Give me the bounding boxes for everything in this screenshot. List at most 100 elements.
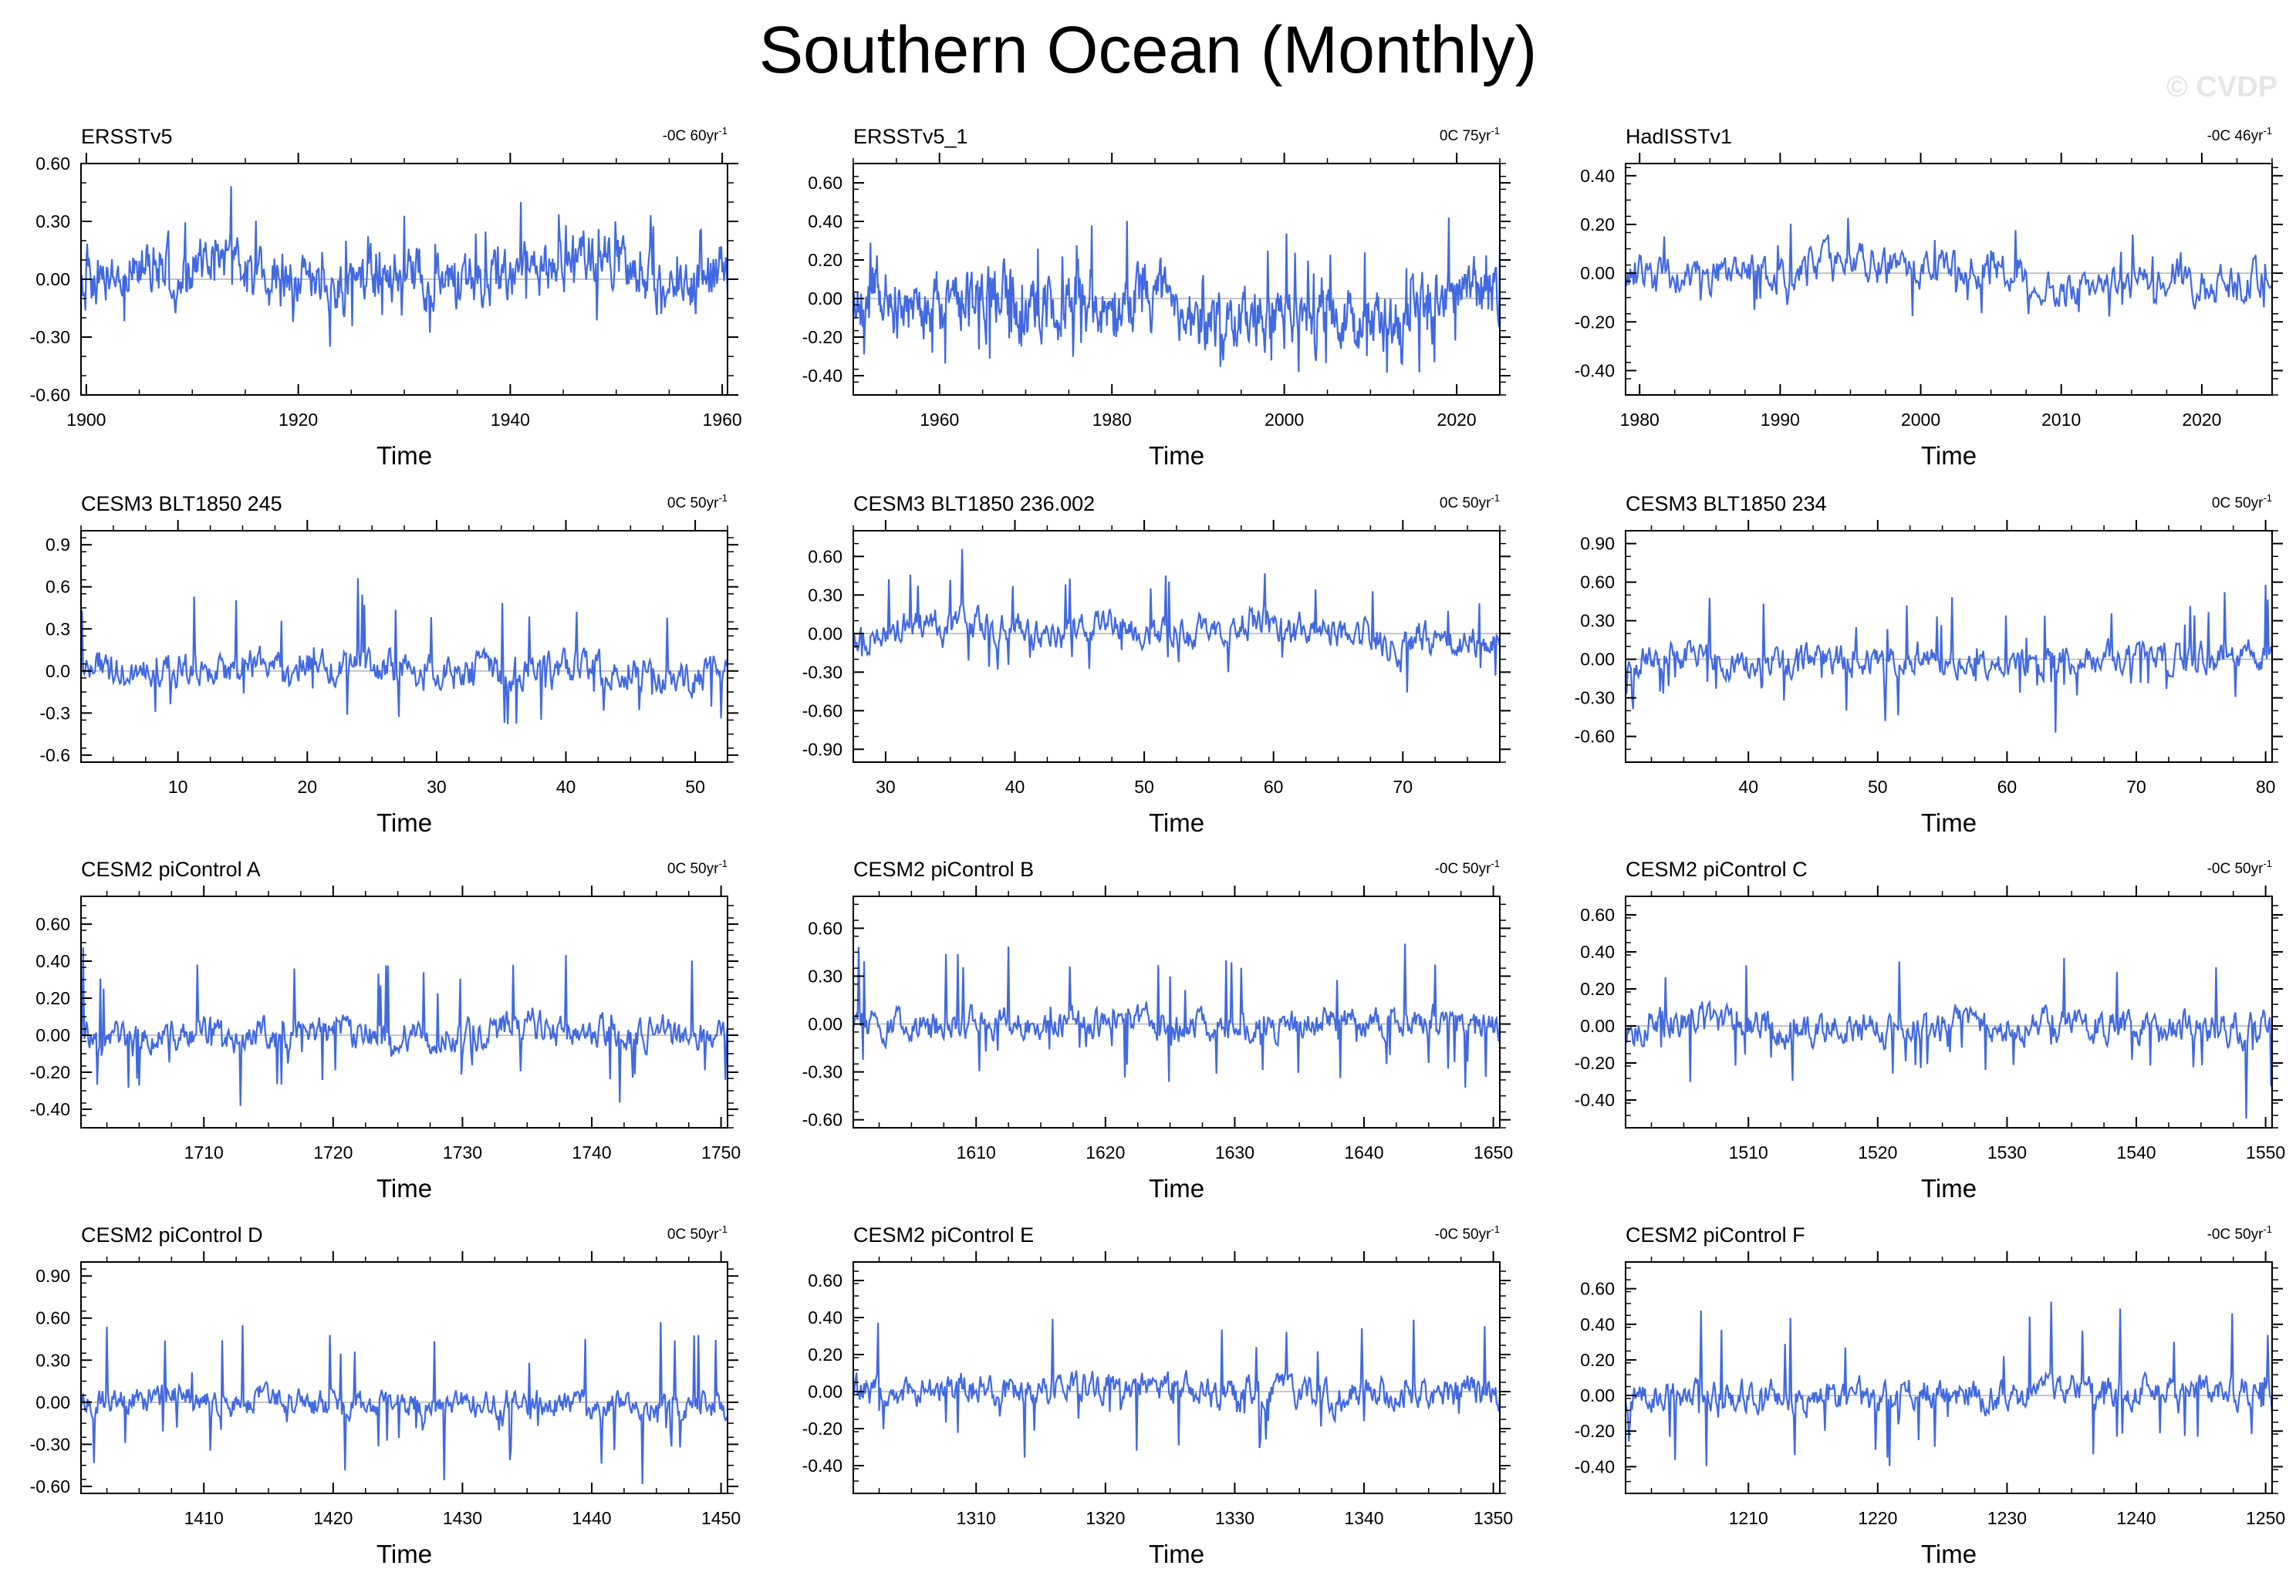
chart-panel-8: 0.60 0.30 0.00 -0.30 -0.60 1610 1620 1630 1640 16… <box>802 858 1514 1203</box>
y-tick-label: 0.40 <box>808 1308 842 1328</box>
trend-exponent: -1 <box>2263 858 2272 869</box>
panel-title: CESM3 BLT1850 245 <box>81 492 282 515</box>
x-tick-label: 40 <box>1738 777 1758 797</box>
y-tick-label: 0.00 <box>1580 1385 1615 1405</box>
y-tick-label: 0.30 <box>808 585 842 605</box>
trend-exponent: -1 <box>2263 1223 2272 1235</box>
trend-exponent: -1 <box>1491 1223 1500 1235</box>
series-line <box>1624 1301 2274 1466</box>
x-tick-label: 1720 <box>313 1142 353 1162</box>
series-line <box>79 947 729 1106</box>
plot-frame <box>1625 163 2273 396</box>
x-tick-label: 1920 <box>279 410 318 430</box>
y-tick-label: 0.20 <box>1580 1350 1615 1370</box>
trend-label: 0C 50yr-1 <box>667 492 728 511</box>
x-tick-label: 1530 <box>1987 1142 2027 1162</box>
x-tick-label: 2000 <box>1264 410 1304 430</box>
chart-panel-9: 0.60 0.40 0.20 0.00 -0.20 -0.40 1510 1520 1530 15… <box>1575 858 2286 1203</box>
trend-exponent: -1 <box>1491 492 1500 504</box>
plot-frame <box>1625 1261 2273 1494</box>
x-tick-label: 1980 <box>1092 410 1132 430</box>
chart-panel-3: 0.40 0.20 0.00 -0.20 -0.40 1980 1990 2000 2010 20… <box>1575 125 2283 470</box>
x-tick-label: 60 <box>1264 777 1284 797</box>
y-tick-label: -0.30 <box>1575 688 1615 708</box>
y-tick-label: -0.90 <box>802 739 842 759</box>
y-tick-label: 0.00 <box>35 1392 70 1412</box>
trend-exponent: -1 <box>718 1223 728 1235</box>
x-axis-label: Time <box>1149 441 1204 470</box>
x-tick-label: 1620 <box>1086 1142 1125 1162</box>
y-tick-label: 0.00 <box>808 623 842 643</box>
y-tick-label: 0.20 <box>1580 979 1615 999</box>
y-tick-label: -0.6 <box>39 745 70 765</box>
chart-panel-7: 0.60 0.40 0.20 0.00 -0.20 -0.40 1710 1720 1730 17… <box>30 858 741 1203</box>
x-tick-label: 1740 <box>572 1142 611 1162</box>
y-tick-label: -0.30 <box>802 1062 842 1082</box>
y-tick-label: -0.40 <box>1575 360 1615 380</box>
y-tick-label: 0.9 <box>46 535 70 555</box>
x-tick-label: 70 <box>1393 777 1413 797</box>
y-tick-label: 0.20 <box>35 988 70 1008</box>
y-tick-label: 0.40 <box>1580 166 1615 186</box>
y-tick-label: -0.20 <box>1575 1053 1615 1073</box>
trend-label: -0C 50yr-1 <box>1435 858 1500 877</box>
y-tick-label: 0.60 <box>1580 572 1615 592</box>
panel-title: CESM2 piControl F <box>1626 1223 1805 1247</box>
y-tick-label: 0.3 <box>46 619 70 639</box>
x-tick-label: 1550 <box>2246 1142 2285 1162</box>
x-axis-label: Time <box>1149 1540 1204 1568</box>
chart-panel-12: 0.60 0.40 0.20 0.00 -0.20 -0.40 1210 1220 1230 12… <box>1575 1223 2286 1568</box>
y-tick-label: -0.30 <box>30 1434 70 1454</box>
trend-exponent: -1 <box>1491 125 1500 137</box>
x-axis-label: Time <box>376 441 432 470</box>
y-tick-label: 0.60 <box>1580 1279 1615 1299</box>
y-tick-label: 0.40 <box>1580 1314 1615 1334</box>
x-tick-label: 1730 <box>443 1142 482 1162</box>
y-tick-label: 0.90 <box>35 1266 70 1286</box>
y-tick-label: -0.20 <box>802 1419 842 1439</box>
y-tick-label: 0.00 <box>35 269 70 289</box>
panel-title: ERSSTv5_1 <box>853 125 968 148</box>
trend-label: 0C 50yr-1 <box>2212 492 2272 511</box>
x-tick-label: 1960 <box>920 410 959 430</box>
x-tick-label: 70 <box>2126 777 2146 797</box>
y-tick-label: 0.00 <box>808 1382 842 1402</box>
x-tick-label: 1900 <box>66 410 106 430</box>
panel-title: ERSSTv5 <box>81 125 173 148</box>
y-tick-label: -0.40 <box>802 366 842 386</box>
x-axis-label: Time <box>1921 808 1977 837</box>
y-tick-label: 0.00 <box>808 1014 842 1034</box>
y-tick-label: 0.60 <box>35 914 70 934</box>
y-tick-label: -0.40 <box>802 1456 842 1476</box>
x-tick-label: 1540 <box>2116 1142 2156 1162</box>
y-tick-label: -0.30 <box>802 662 842 682</box>
x-axis-label: Time <box>1149 808 1204 837</box>
x-tick-label: 1650 <box>1474 1142 1513 1162</box>
x-tick-label: 1750 <box>701 1142 741 1162</box>
y-tick-label: 0.30 <box>1580 611 1615 631</box>
panel-title: CESM3 BLT1850 234 <box>1626 492 1827 515</box>
x-tick-label: 1230 <box>1987 1508 2027 1528</box>
series-line <box>852 548 1501 693</box>
y-tick-label: -0.40 <box>30 1099 70 1119</box>
y-tick-label: 0.00 <box>1580 650 1615 670</box>
x-tick-label: 1940 <box>491 410 530 430</box>
y-tick-label: 0.60 <box>808 1270 842 1291</box>
plot-frame <box>853 1261 1501 1494</box>
y-tick-label: 0.60 <box>808 546 842 566</box>
x-axis-label: Time <box>376 1540 432 1568</box>
panel-title: CESM2 piControl C <box>1626 858 1808 881</box>
series-line <box>1624 218 2273 317</box>
y-tick-label: 0.60 <box>808 918 842 938</box>
trend-label: 0C 50yr-1 <box>667 858 728 877</box>
x-axis-label: Time <box>376 808 432 837</box>
x-tick-label: 1420 <box>313 1508 353 1528</box>
x-tick-label: 1450 <box>701 1508 741 1528</box>
trend-label: 0C 50yr-1 <box>667 1223 728 1243</box>
y-tick-label: 0.60 <box>35 1308 70 1328</box>
y-tick-label: 0.00 <box>35 1025 70 1045</box>
x-tick-label: 2020 <box>1437 410 1477 430</box>
series-line <box>1624 957 2274 1119</box>
panel-title: CESM3 BLT1850 236.002 <box>853 492 1095 515</box>
y-tick-label: 0.30 <box>35 211 70 231</box>
